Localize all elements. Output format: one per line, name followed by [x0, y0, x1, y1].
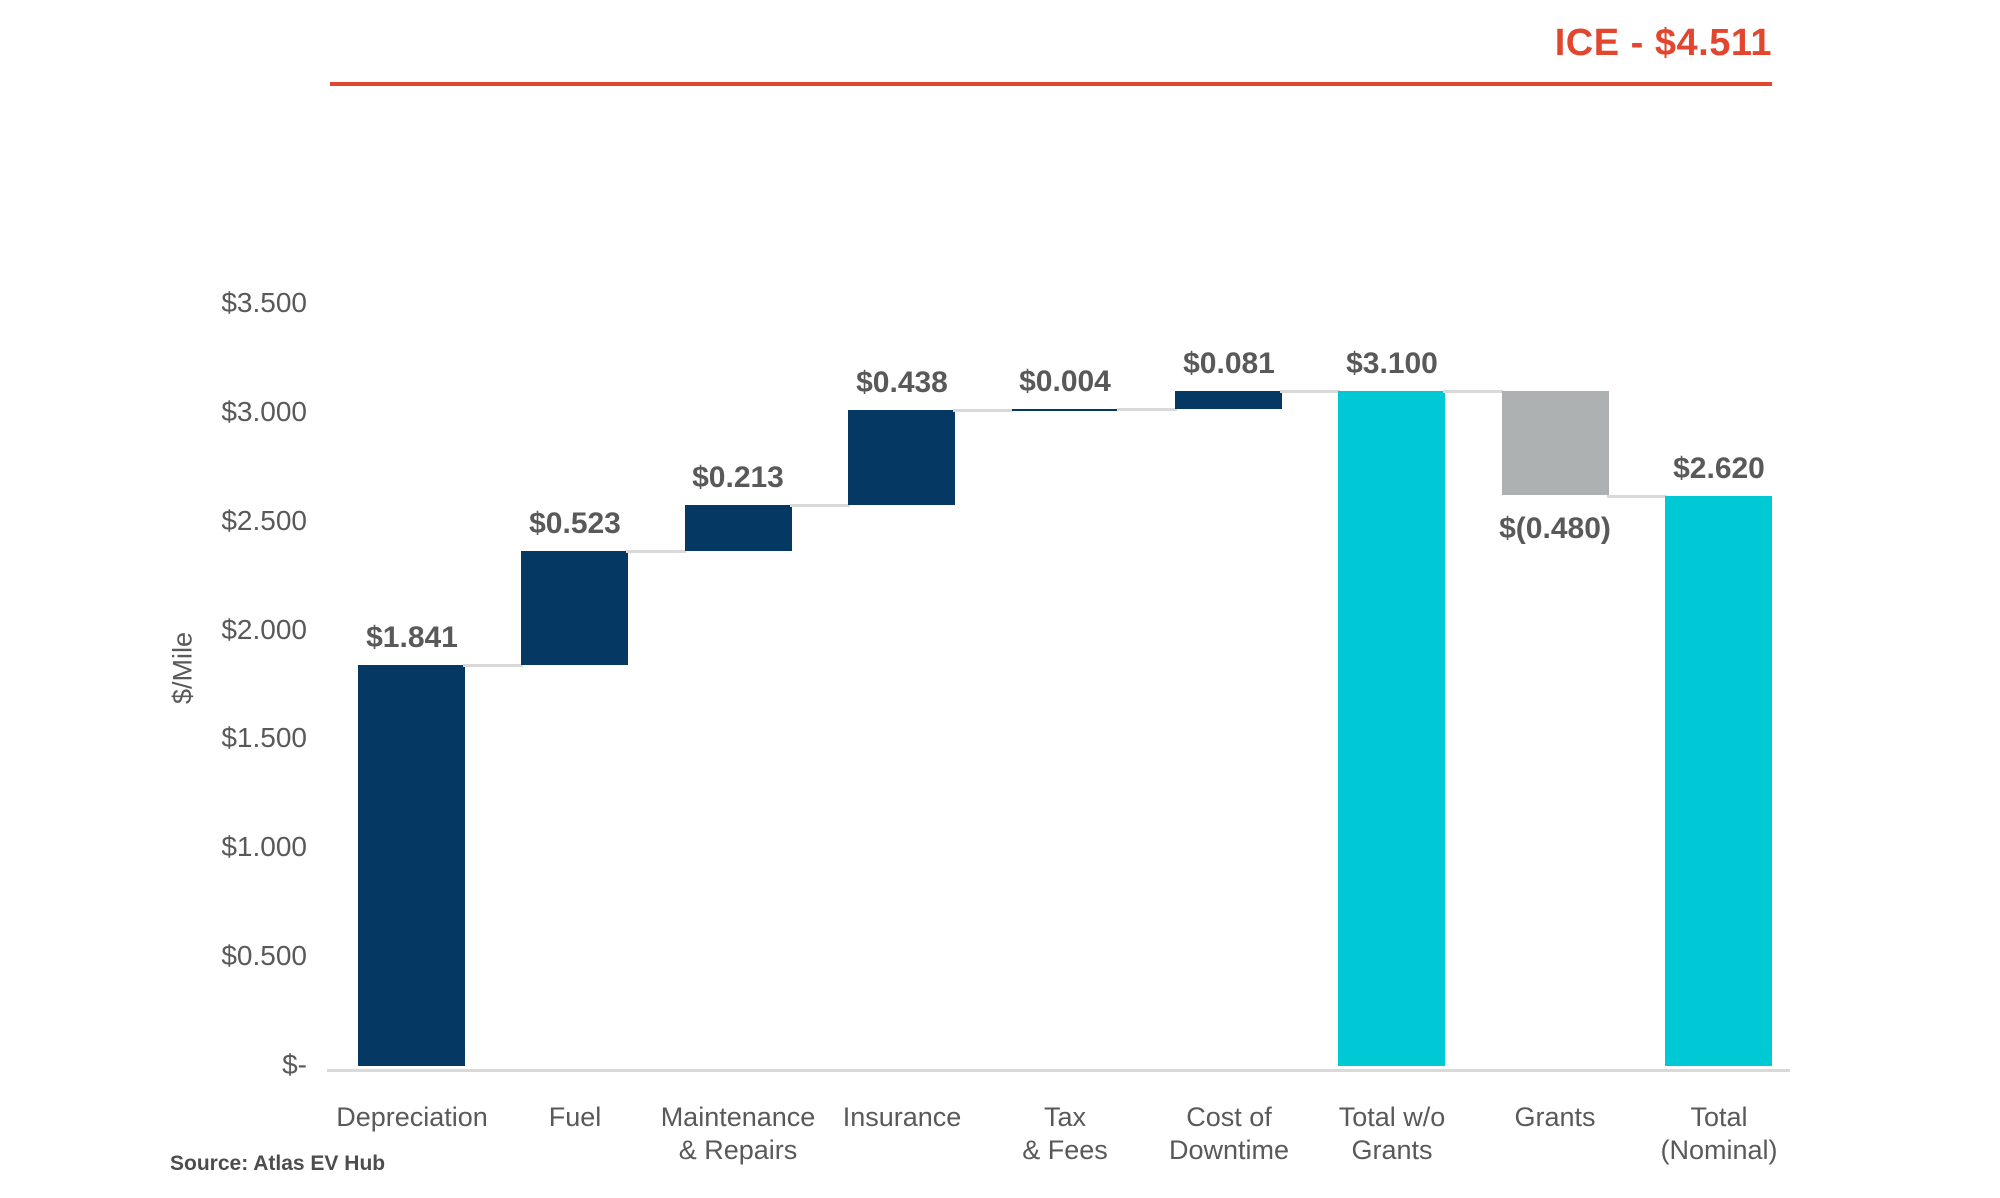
- x-axis-label: Maintenance & Repairs: [628, 1101, 848, 1167]
- bar-value-label: $3.100: [1346, 347, 1438, 380]
- connector-line: [1443, 390, 1503, 393]
- x-axis-label-line: Depreciation: [336, 1102, 488, 1132]
- bar: [1338, 391, 1445, 1066]
- bar: [1502, 391, 1609, 496]
- y-axis-tick-label: $3.000: [221, 395, 307, 427]
- x-axis-label-line: Tax: [1043, 1102, 1087, 1132]
- x-axis-label-line: Cost of: [1186, 1102, 1272, 1132]
- bar-value-label: $1.841: [366, 621, 458, 654]
- y-axis-tick-label: $3.500: [221, 287, 307, 319]
- bar-value-label: $(0.480): [1499, 512, 1611, 545]
- x-axis-label-line: (Nominal): [1660, 1135, 1778, 1165]
- x-axis-label-line: Total w/o: [1338, 1102, 1446, 1132]
- x-axis-label-line: Downtime: [1168, 1135, 1290, 1165]
- bar-value-label: $0.004: [1019, 365, 1111, 398]
- connector-line: [1117, 408, 1177, 411]
- bar: [1012, 409, 1119, 411]
- x-axis-label-line: Maintenance: [660, 1102, 816, 1132]
- bar-value-label: $0.523: [529, 507, 621, 540]
- x-axis-label: Tax & Fees: [955, 1101, 1175, 1167]
- ice-reference-line: [330, 82, 1772, 86]
- connector-line: [790, 504, 850, 507]
- bar-value-label: $2.620: [1673, 452, 1765, 485]
- x-axis-label-line: Grants: [1351, 1135, 1433, 1165]
- bar: [521, 551, 628, 665]
- connector-line: [463, 664, 523, 667]
- ice-reference-label: ICE - $4.511: [1554, 22, 1772, 64]
- x-axis-label: Depreciation: [302, 1101, 522, 1134]
- bar-value-label: $0.213: [692, 461, 784, 494]
- connector-line: [1607, 495, 1667, 498]
- y-axis-tick-label: $2.500: [221, 504, 307, 536]
- source-attribution: Source: Atlas EV Hub: [170, 1152, 386, 1175]
- bar: [358, 665, 465, 1066]
- bar: [1175, 391, 1282, 409]
- bar: [1665, 496, 1772, 1067]
- x-axis-label-line: & Repairs: [678, 1135, 798, 1165]
- x-axis-label: Grants: [1445, 1101, 1665, 1134]
- bar-value-label: $0.438: [856, 366, 948, 399]
- x-axis-label: Fuel: [465, 1101, 685, 1134]
- y-axis-tick-label: $1.500: [221, 722, 307, 754]
- x-axis-label-line: Grants: [1514, 1102, 1596, 1132]
- x-axis-label: Insurance: [792, 1101, 1012, 1134]
- bar-value-label: $0.081: [1183, 347, 1275, 380]
- x-axis-line: [327, 1069, 1790, 1072]
- x-axis-label-line: Fuel: [548, 1102, 602, 1132]
- x-axis-label: Cost of Downtime: [1119, 1101, 1339, 1167]
- y-axis-tick-label: $2.000: [221, 613, 307, 645]
- x-axis-label: Total w/o Grants: [1282, 1101, 1502, 1167]
- y-axis-tick-label: $0.500: [221, 940, 307, 972]
- y-axis-tick-label: $-: [282, 1049, 307, 1080]
- bar: [685, 505, 792, 552]
- bar: [848, 410, 955, 506]
- x-axis-label-line: & Fees: [1022, 1135, 1108, 1165]
- x-axis-label-line: Insurance: [842, 1102, 962, 1132]
- connector-line: [626, 550, 686, 553]
- connector-line: [1280, 390, 1340, 393]
- connector-line: [953, 409, 1013, 412]
- x-axis-label-line: Total: [1690, 1102, 1748, 1132]
- y-axis-tick-label: $1.000: [221, 831, 307, 863]
- x-axis-label: Total (Nominal): [1609, 1101, 1829, 1167]
